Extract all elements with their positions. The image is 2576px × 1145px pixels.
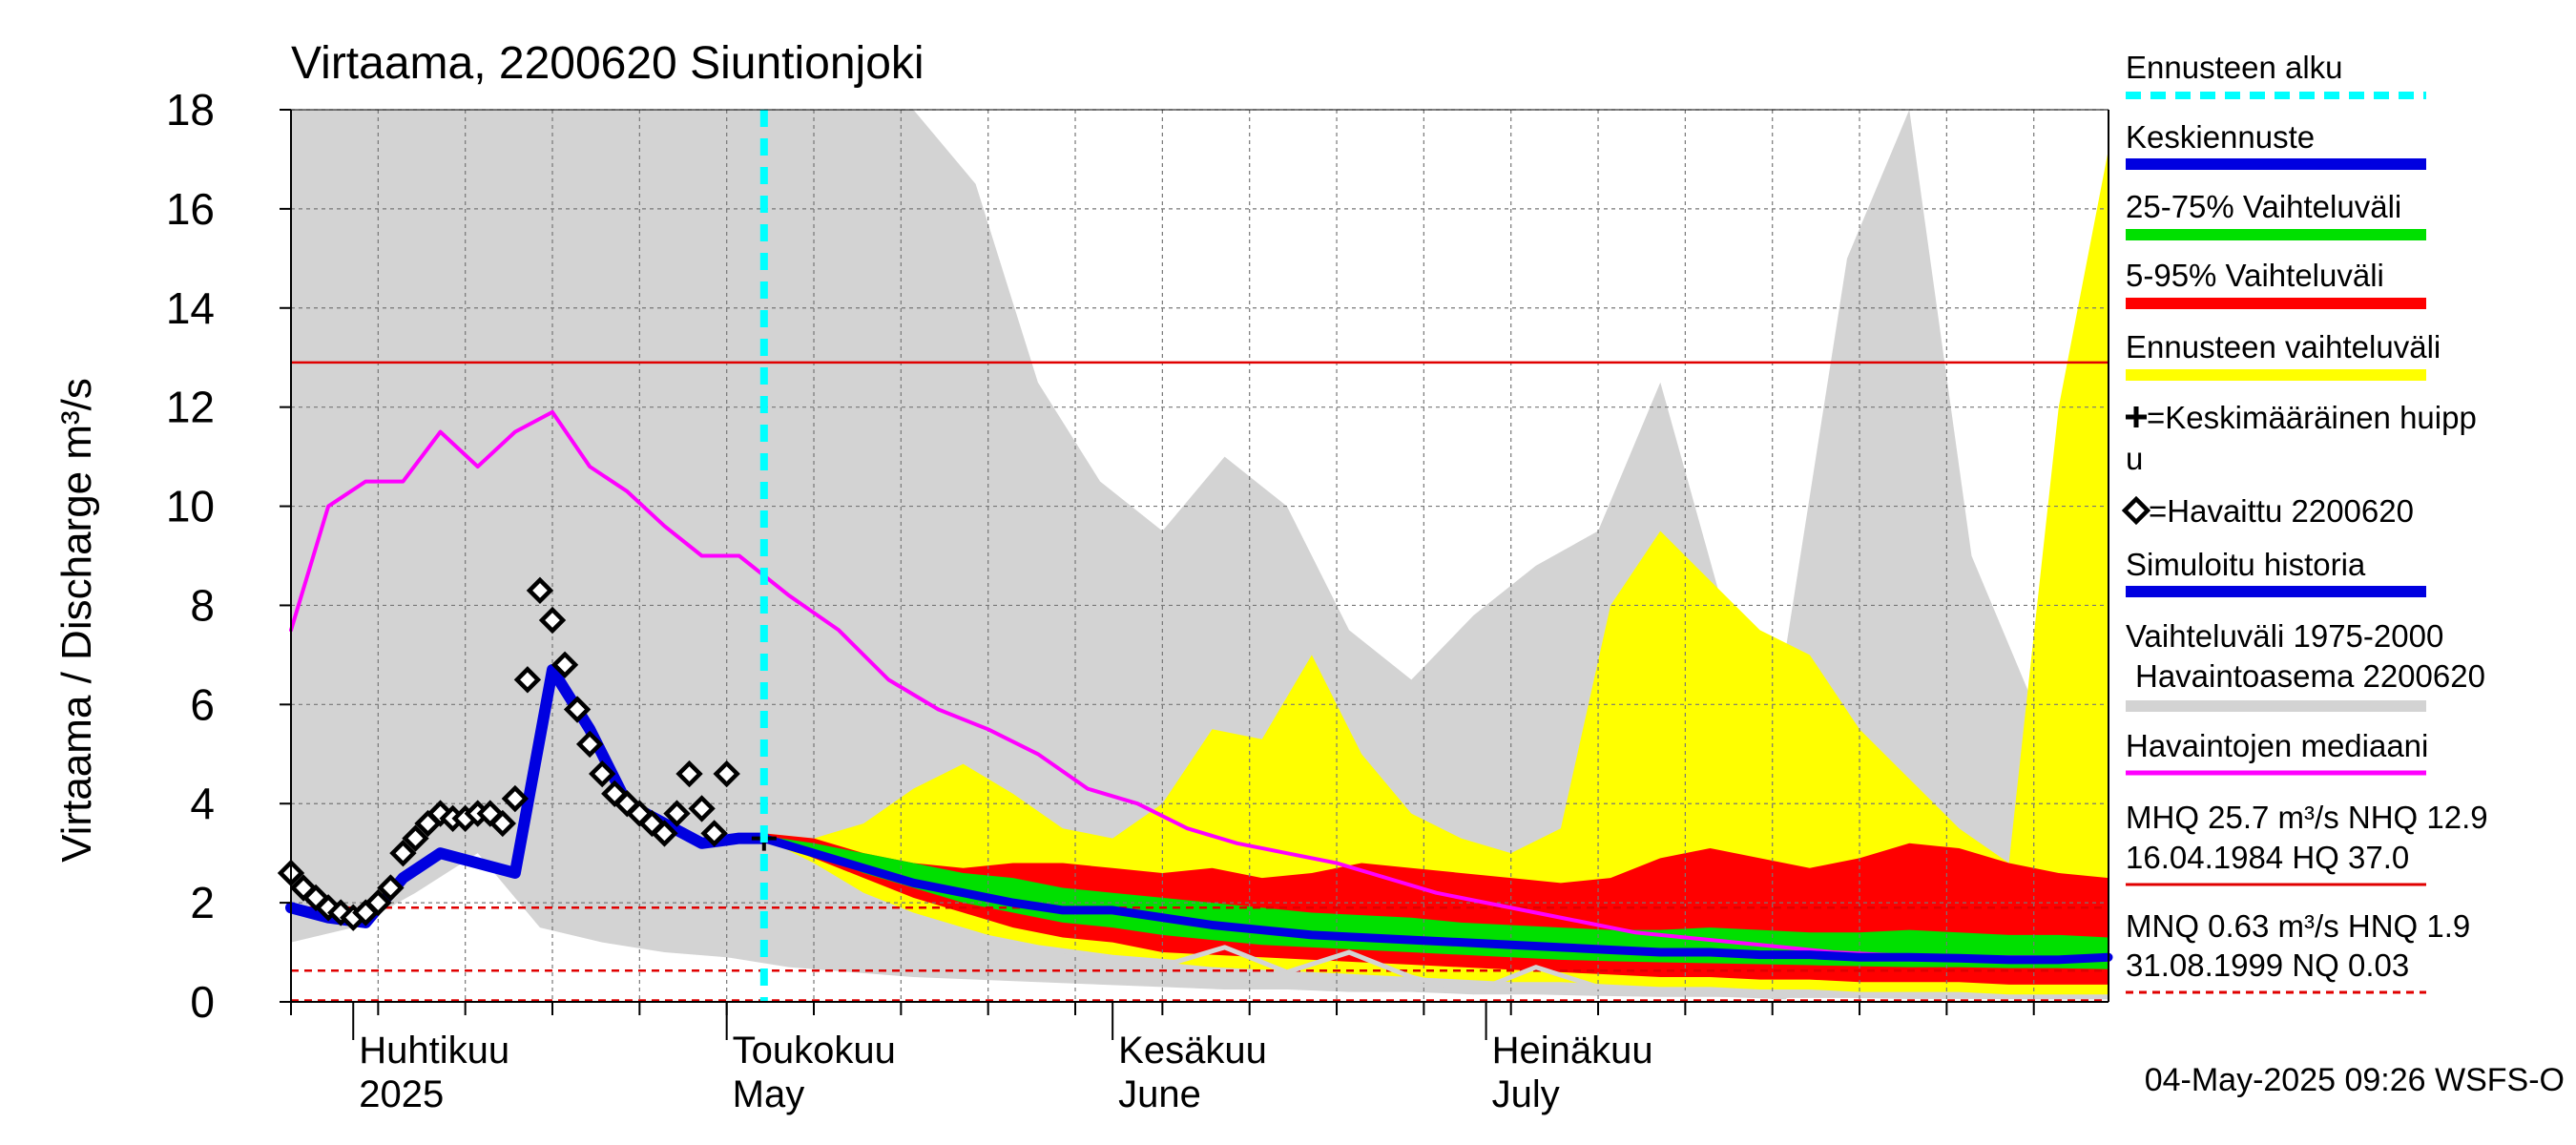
observed-point [526, 576, 554, 605]
y-tick-label: 0 [190, 977, 215, 1027]
timestamp: 04-May-2025 09:26 WSFS-O [2145, 1062, 2565, 1098]
legend-label: Simuloitu historia [2126, 547, 2366, 582]
observed-point [651, 820, 678, 847]
legend: Ennusteen alku Keskiennuste 25-75% Vaihtel… [2121, 50, 2488, 994]
observed-point [700, 820, 728, 847]
month-label-fi: Toukokuu [733, 1030, 896, 1072]
y-axis-label: Virtaama / Discharge m³/s [53, 378, 100, 863]
y-tick-label: 14 [166, 283, 215, 333]
observed-point [663, 800, 691, 827]
median-line [289, 409, 2110, 962]
observed-point [364, 888, 392, 917]
y-tick-label: 6 [190, 679, 215, 729]
month-label-en: July [1492, 1073, 1560, 1115]
y-tick-label: 2 [190, 878, 215, 927]
legend-label: Keskiennuste [2126, 119, 2315, 155]
observed-point [589, 760, 616, 788]
stats-label: MHQ 25.7 m³/s NHQ 12.9 [2126, 800, 2488, 835]
month-label-fi: Kesäkuu [1118, 1030, 1267, 1072]
mean-forecast-line [759, 834, 2113, 965]
legend-plus-icon [2126, 406, 2147, 427]
observed-point [377, 874, 405, 902]
station-range-line [885, 910, 1788, 1000]
stats-label: MNQ 0.63 m³/s HNQ 1.9 [2126, 908, 2470, 944]
chart-title: Virtaama, 2200620 Siuntionjoki [291, 38, 924, 89]
y-tick-label: 10 [166, 482, 215, 531]
month-label-en: May [733, 1073, 805, 1115]
observed-point [488, 809, 516, 838]
month-label-fi: Heinäkuu [1492, 1030, 1653, 1072]
observed-point [688, 795, 716, 822]
month-label-en: June [1118, 1073, 1201, 1115]
observed-point [501, 784, 530, 813]
legend-label: Vaihteluväli 1975-2000 [2126, 618, 2443, 654]
observed-point [563, 696, 592, 723]
legend-label: Ennusteen vaihteluväli [2126, 329, 2441, 364]
legend-label: 5-95% Vaihteluväli [2126, 258, 2384, 293]
month-label-en: 2025 [359, 1073, 444, 1115]
y-tick-label: 18 [166, 85, 215, 135]
stats-label: 31.08.1999 NQ 0.03 [2126, 947, 2409, 983]
legend-label: Havaintoasema 2200620 [2135, 658, 2485, 694]
observed-point [551, 651, 579, 678]
stats-label: 16.04.1984 HQ 37.0 [2126, 840, 2409, 875]
y-tick-label: 16 [166, 184, 215, 234]
legend-label: Havaintojen mediaani [2126, 728, 2428, 763]
observed-point [538, 606, 567, 635]
observed-point [575, 730, 604, 759]
observed-point [402, 824, 429, 852]
month-label-fi: Huhtikuu [359, 1030, 509, 1072]
y-tick-label: 4 [190, 779, 215, 828]
observed-point [513, 666, 542, 694]
legend-label: u [2126, 441, 2143, 476]
legend-label: 25-75% Vaihteluväli [2126, 189, 2401, 224]
observed-point [713, 760, 740, 788]
observed-point [389, 839, 417, 867]
legend-label: Ennusteen alku [2126, 50, 2343, 85]
observed-point [675, 760, 703, 788]
legend-label: =Keskimääräinen huipp [2147, 400, 2477, 435]
legend-label: =Havaittu 2200620 [2149, 493, 2414, 529]
legend-diamond-icon [2121, 495, 2151, 526]
y-tick-label: 8 [190, 580, 215, 630]
y-tick-label: 12 [166, 383, 215, 432]
